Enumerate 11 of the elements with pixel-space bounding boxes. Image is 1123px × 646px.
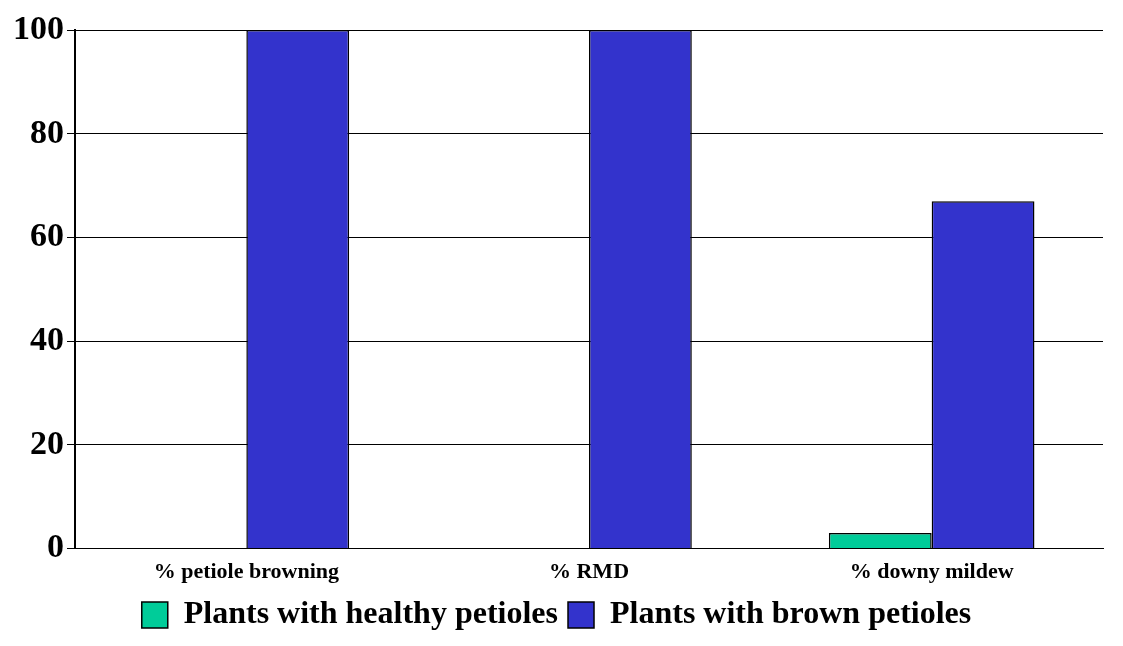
legend-label: Plants with healthy petioles [183,594,559,631]
legend-label: Plants with brown petioles [610,594,972,631]
x-tick-label: % RMD [548,558,630,584]
y-tick-label: 40 [30,319,64,357]
x-tick-label: % downy mildew [849,558,1014,584]
y-tick-label: 0 [47,527,64,565]
y-tick-label: 80 [30,112,64,150]
y-tick-label: 60 [30,216,64,254]
y-tick-label: 20 [30,423,64,461]
y-tick-label: 100 [13,8,64,46]
x-tick-label: % petiole browning [153,558,340,584]
